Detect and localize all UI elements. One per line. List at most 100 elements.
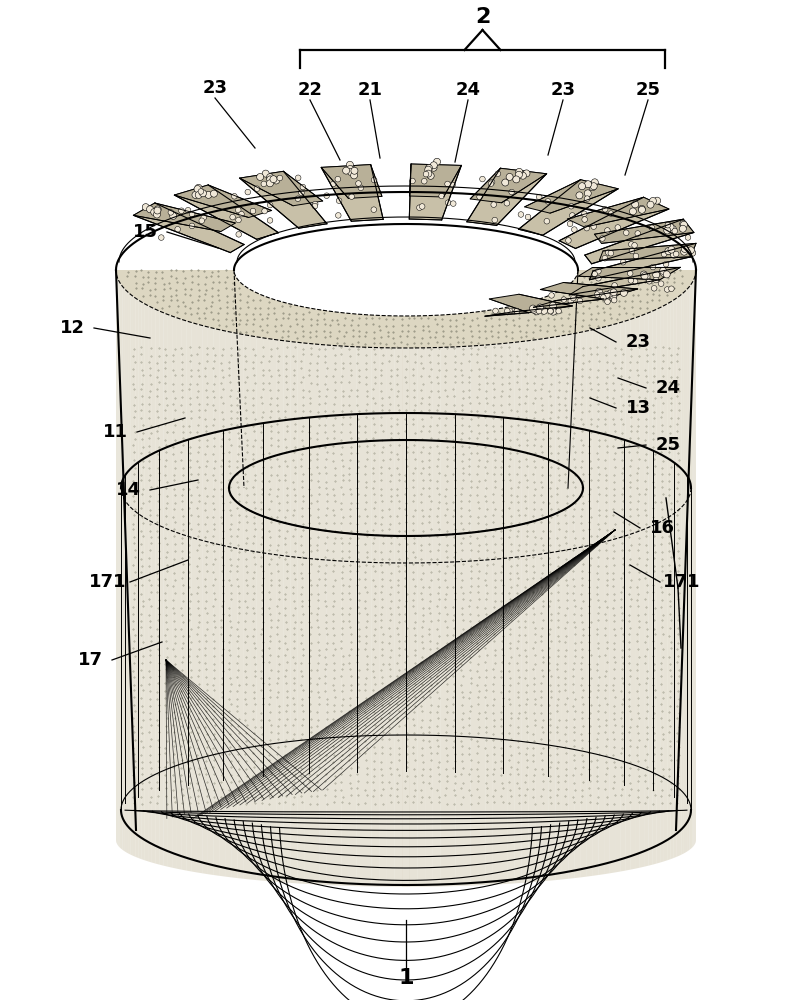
Circle shape xyxy=(479,176,485,182)
Circle shape xyxy=(649,197,655,204)
Polygon shape xyxy=(131,294,133,856)
Polygon shape xyxy=(462,346,470,886)
Circle shape xyxy=(505,173,513,180)
Circle shape xyxy=(487,181,493,186)
Circle shape xyxy=(267,202,272,208)
Polygon shape xyxy=(599,243,695,260)
Polygon shape xyxy=(455,346,462,886)
Polygon shape xyxy=(678,294,680,856)
Polygon shape xyxy=(574,332,580,878)
Circle shape xyxy=(476,194,482,200)
Polygon shape xyxy=(133,296,135,857)
Polygon shape xyxy=(440,347,448,886)
Polygon shape xyxy=(159,311,163,866)
Text: 11: 11 xyxy=(102,423,127,441)
Circle shape xyxy=(236,232,241,237)
Polygon shape xyxy=(163,313,168,867)
Circle shape xyxy=(444,200,450,205)
Circle shape xyxy=(154,207,161,214)
Polygon shape xyxy=(133,203,244,253)
Polygon shape xyxy=(584,219,693,264)
Circle shape xyxy=(584,196,590,201)
Polygon shape xyxy=(542,338,548,881)
Circle shape xyxy=(620,259,625,265)
Circle shape xyxy=(355,181,361,186)
Circle shape xyxy=(631,243,637,248)
Circle shape xyxy=(510,308,516,314)
Circle shape xyxy=(601,255,607,261)
Circle shape xyxy=(346,161,353,168)
Polygon shape xyxy=(277,340,283,882)
Circle shape xyxy=(664,222,670,228)
Circle shape xyxy=(409,178,414,184)
Polygon shape xyxy=(620,321,624,872)
Circle shape xyxy=(421,178,427,184)
Circle shape xyxy=(629,248,634,254)
Circle shape xyxy=(312,201,318,207)
Polygon shape xyxy=(148,306,152,863)
Circle shape xyxy=(567,221,572,227)
Circle shape xyxy=(535,308,541,314)
Polygon shape xyxy=(656,308,659,864)
Circle shape xyxy=(577,298,582,304)
Polygon shape xyxy=(692,280,693,847)
Polygon shape xyxy=(409,164,461,220)
Circle shape xyxy=(660,251,666,257)
Polygon shape xyxy=(470,346,478,886)
Polygon shape xyxy=(239,171,322,206)
Circle shape xyxy=(679,220,686,227)
Polygon shape xyxy=(683,290,685,853)
Polygon shape xyxy=(624,319,629,871)
Circle shape xyxy=(266,180,273,187)
Circle shape xyxy=(311,203,317,209)
Polygon shape xyxy=(138,300,141,859)
Polygon shape xyxy=(569,267,680,295)
Polygon shape xyxy=(174,185,278,239)
Circle shape xyxy=(195,191,202,198)
Polygon shape xyxy=(548,337,555,881)
Circle shape xyxy=(168,210,174,215)
Polygon shape xyxy=(634,316,639,869)
Polygon shape xyxy=(141,302,144,860)
Circle shape xyxy=(425,165,432,172)
Circle shape xyxy=(536,304,543,311)
Polygon shape xyxy=(363,347,371,886)
Circle shape xyxy=(371,177,376,183)
Circle shape xyxy=(335,213,341,218)
Circle shape xyxy=(680,248,687,255)
Circle shape xyxy=(602,206,607,212)
Polygon shape xyxy=(561,335,568,879)
Polygon shape xyxy=(250,336,256,880)
Polygon shape xyxy=(290,342,298,883)
Circle shape xyxy=(665,223,672,230)
Polygon shape xyxy=(126,290,128,853)
Circle shape xyxy=(556,308,560,314)
Circle shape xyxy=(495,171,500,177)
Circle shape xyxy=(632,279,637,284)
Circle shape xyxy=(603,291,609,298)
Circle shape xyxy=(590,224,596,229)
Circle shape xyxy=(652,277,658,283)
Polygon shape xyxy=(673,298,676,858)
Circle shape xyxy=(533,308,539,315)
Circle shape xyxy=(349,166,355,173)
Circle shape xyxy=(614,225,620,230)
Circle shape xyxy=(631,201,638,208)
Circle shape xyxy=(158,235,164,240)
Circle shape xyxy=(418,204,424,209)
Circle shape xyxy=(672,251,678,257)
Circle shape xyxy=(515,171,521,178)
Circle shape xyxy=(607,250,613,256)
Circle shape xyxy=(194,186,201,193)
Text: 17: 17 xyxy=(77,651,102,669)
Circle shape xyxy=(663,261,668,267)
Polygon shape xyxy=(643,313,648,867)
Circle shape xyxy=(178,208,184,214)
Circle shape xyxy=(151,209,157,216)
Polygon shape xyxy=(690,282,692,849)
Polygon shape xyxy=(507,342,513,884)
Circle shape xyxy=(424,170,431,177)
Circle shape xyxy=(512,176,519,183)
Circle shape xyxy=(200,190,206,197)
Circle shape xyxy=(629,208,636,215)
